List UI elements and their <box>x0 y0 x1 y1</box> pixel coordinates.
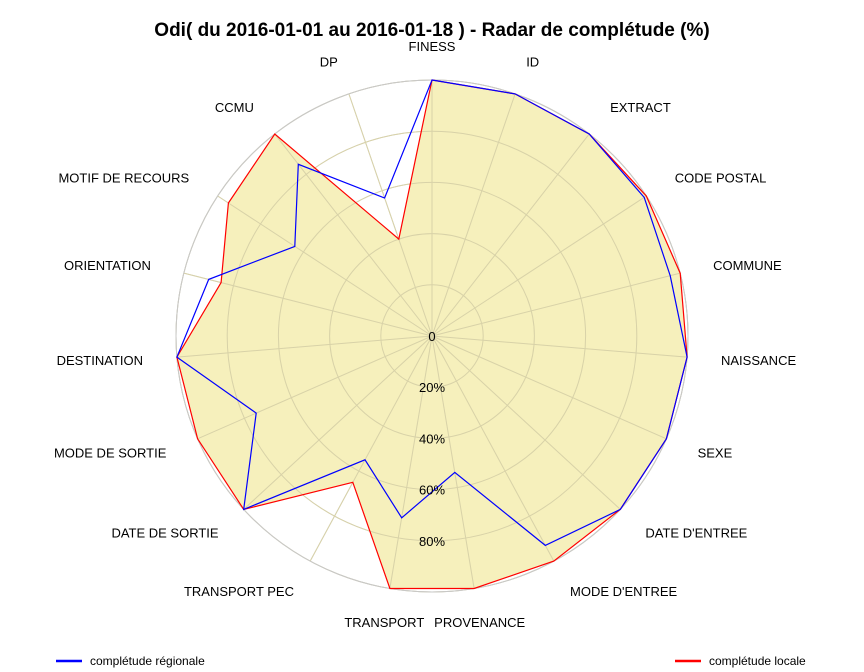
legend-label-regionale: complétude régionale <box>90 654 205 668</box>
category-label: ID <box>526 55 539 70</box>
grid-spoke-overlay <box>431 195 647 337</box>
category-label: DESTINATION <box>57 353 143 368</box>
category-label: EXTRACT <box>610 100 671 115</box>
category-label: TRANSPORT PEC <box>184 584 294 599</box>
category-label: DP <box>320 55 338 70</box>
category-label: MODE D'ENTREE <box>570 584 678 599</box>
category-label: TRANSPORT <box>344 615 424 630</box>
grid-spoke-overlay <box>243 335 433 510</box>
grid-spoke-overlay <box>431 335 475 589</box>
grid-spoke-overlay <box>431 335 688 358</box>
grid-spoke-overlay <box>274 133 433 337</box>
grid-spoke-overlay <box>431 133 590 337</box>
grid-spoke-overlay <box>389 335 433 589</box>
category-label: DATE D'ENTREE <box>645 525 747 540</box>
category-label: CCMU <box>215 100 254 115</box>
radial-tick-label: 80% <box>419 534 445 549</box>
category-label: SEXE <box>698 446 733 461</box>
radial-tick-label: 40% <box>419 431 445 446</box>
category-label: PROVENANCE <box>434 615 525 630</box>
legend-label-locale: complétude locale <box>709 654 806 668</box>
category-label: COMMUNE <box>713 258 782 273</box>
series-line-locale <box>176 79 688 590</box>
category-label: MOTIF DE RECOURS <box>58 170 189 185</box>
radial-tick-label: 60% <box>419 483 445 498</box>
grid-spoke-overlay <box>197 335 433 440</box>
category-label: FINESS <box>409 39 456 54</box>
grid-spoke-overlay <box>183 272 433 337</box>
grid-spoke-overlay <box>217 195 433 337</box>
radial-tick-label: 20% <box>419 380 445 395</box>
radial-tick-label: 0 <box>428 329 435 344</box>
category-label: MODE DE SORTIE <box>54 446 167 461</box>
category-label: NAISSANCE <box>721 353 796 368</box>
grid-spoke-overlay <box>348 93 433 337</box>
grid-spoke-overlay <box>431 335 621 510</box>
grid-spoke-overlay <box>431 93 516 337</box>
category-labels: FINESS ID EXTRACT CODE POSTAL COMMUNE NAISSAN… <box>54 39 797 630</box>
category-label: DATE DE SORTIE <box>111 525 218 540</box>
grid-spoke-overlay <box>431 335 667 440</box>
grid-spoke-overlay <box>309 335 433 562</box>
category-label: ORIENTATION <box>64 258 151 273</box>
series-line-regionale <box>176 79 688 547</box>
radar-series <box>175 79 689 593</box>
category-label: CODE POSTAL <box>675 170 767 185</box>
radial-ticks: 0 20% 40% 60% 80% <box>419 329 445 549</box>
grid-spoke-overlay <box>176 335 433 358</box>
legend: complétude régionale complétude locale <box>56 654 806 668</box>
chart-title: Odi( du 2016-01-01 au 2016-01-18 ) - Rad… <box>154 20 709 41</box>
grid-spoke-overlay <box>431 335 555 562</box>
grid-spoke-overlay <box>431 272 681 337</box>
